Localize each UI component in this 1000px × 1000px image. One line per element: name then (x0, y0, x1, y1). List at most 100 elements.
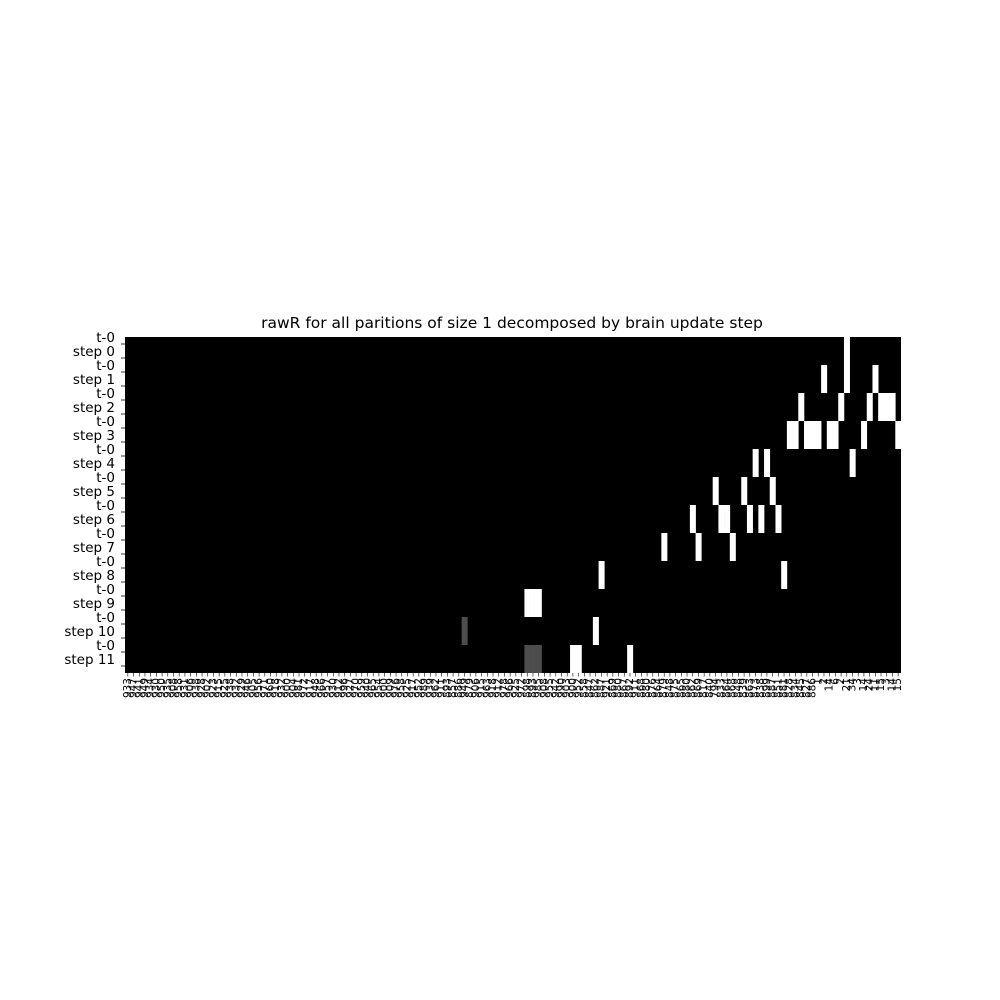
x-tick-label: 909 (384, 678, 396, 698)
x-tick-label: 957 (322, 678, 334, 698)
heatmap-cell (781, 561, 788, 589)
x-tick-label: 886 (807, 678, 819, 698)
y-tick-label: step 0 (73, 344, 115, 360)
x-tick-label: 929 (236, 678, 248, 698)
heatmap-cell (575, 645, 582, 673)
y-tick-label: t-0 (96, 582, 115, 598)
x-tick-label: 1 (812, 678, 824, 685)
x-tick-label: 952 (413, 678, 425, 698)
chart-title: rawR for all paritions of size 1 decompo… (261, 314, 763, 332)
x-tick-label: 931 (179, 678, 191, 698)
x-tick-label: 862 (687, 678, 699, 698)
heatmap-cell (821, 365, 828, 393)
x-tick-label: 949 (139, 678, 151, 698)
heatmap-cell (815, 421, 822, 449)
x-tick-label: 923 (207, 678, 219, 698)
x-tick-label: 905 (247, 678, 259, 698)
heatmap-cell (792, 421, 799, 449)
x-tick-label: 978 (498, 678, 510, 698)
heatmap-cell (889, 393, 896, 421)
x-tick-label: 898 (521, 678, 533, 698)
heatmap-cell (724, 505, 731, 533)
x-tick-label: 887 (595, 678, 607, 698)
x-tick-label: 934 (145, 678, 157, 698)
heatmap-cell (592, 617, 599, 645)
x-tick-label: 981 (293, 678, 305, 698)
y-tick-label: t-0 (96, 526, 115, 542)
x-tick-label: 794 (710, 678, 722, 698)
x-tick-label: 24 (864, 678, 876, 692)
x-tick-label: 925 (401, 678, 413, 698)
x-tick-label: 912 (333, 678, 345, 698)
x-tick-label: 906 (185, 678, 197, 698)
x-tick-label: 908 (168, 678, 180, 698)
x-tick-label: 839 (738, 678, 750, 698)
x-tick-label: 971 (259, 678, 271, 698)
y-tick-label: step 2 (73, 400, 115, 416)
x-tick-label: 965 (367, 678, 379, 698)
x-tick-label: 862 (590, 678, 602, 698)
heatmap-cell (461, 617, 468, 645)
x-tick-label: 938 (190, 678, 202, 698)
x-tick-label: 938 (225, 678, 237, 698)
heatmap-cell (866, 393, 873, 421)
x-tick-label: 940 (362, 678, 374, 698)
x-tick-label: 6 (829, 678, 841, 685)
x-axis: 9339479419499349309509359089589319069389… (122, 673, 904, 698)
heatmap-body (125, 337, 908, 673)
heatmap-cell (901, 449, 908, 477)
heatmap-cell (832, 421, 839, 449)
x-tick-label: 941 (133, 678, 145, 698)
x-tick-label: 3 (881, 678, 893, 685)
x-tick-label: 840 (704, 678, 716, 698)
x-tick-label: 887 (767, 678, 779, 698)
heatmap-cell (524, 589, 531, 617)
x-tick-label: 876 (647, 678, 659, 698)
x-tick-label: 899 (761, 678, 773, 698)
x-tick-label: 947 (128, 678, 140, 698)
x-tick-label: 851 (772, 678, 784, 698)
x-tick-label: 948 (310, 678, 322, 698)
x-tick-label: 911 (436, 678, 448, 698)
x-tick-label: 906 (470, 678, 482, 698)
x-tick-label: 989 (419, 678, 431, 698)
x-tick-label: 952 (573, 678, 585, 698)
x-tick-label: 880 (681, 678, 693, 698)
heatmap-cell (861, 421, 868, 449)
heatmap-cell (843, 337, 850, 365)
y-tick-label: t-0 (96, 442, 115, 458)
x-tick-label: 908 (538, 678, 550, 698)
heatmap-cell (883, 393, 890, 421)
x-tick-label: 15 (892, 678, 904, 691)
y-tick-label: t-0 (96, 638, 115, 654)
heatmap-cell (809, 421, 816, 449)
heatmap-cell (775, 505, 782, 533)
x-tick-label: 863 (744, 678, 756, 698)
heatmap-cell (872, 365, 879, 393)
x-tick-label: 848 (664, 678, 676, 698)
heatmap-cell (758, 505, 765, 533)
heatmap-cell (752, 449, 759, 477)
x-tick-label: 925 (510, 678, 522, 698)
heatmap-cells (461, 337, 908, 673)
x-tick-label: 972 (516, 678, 528, 698)
y-tick-label: t-0 (96, 330, 115, 346)
x-tick-label: 950 (156, 678, 168, 698)
x-tick-label: 880 (613, 678, 625, 698)
heatmap-cell (712, 477, 719, 505)
heatmap-cell (798, 393, 805, 421)
x-tick-label: 834 (789, 678, 801, 698)
x-tick-label: 827 (801, 678, 813, 698)
x-tick-label: 942 (550, 678, 562, 698)
heatmap-cell (849, 449, 856, 477)
x-tick-label: 873 (750, 678, 762, 698)
heatmap-cell (729, 533, 736, 561)
heatmap-cell (769, 477, 776, 505)
x-tick-label: 917 (304, 678, 316, 698)
x-tick-label: 879 (658, 678, 670, 698)
x-tick-label: 868 (727, 678, 739, 698)
x-tick-label: 917 (407, 678, 419, 698)
x-tick-label: 962 (430, 678, 442, 698)
x-tick-label: 930 (327, 678, 339, 698)
